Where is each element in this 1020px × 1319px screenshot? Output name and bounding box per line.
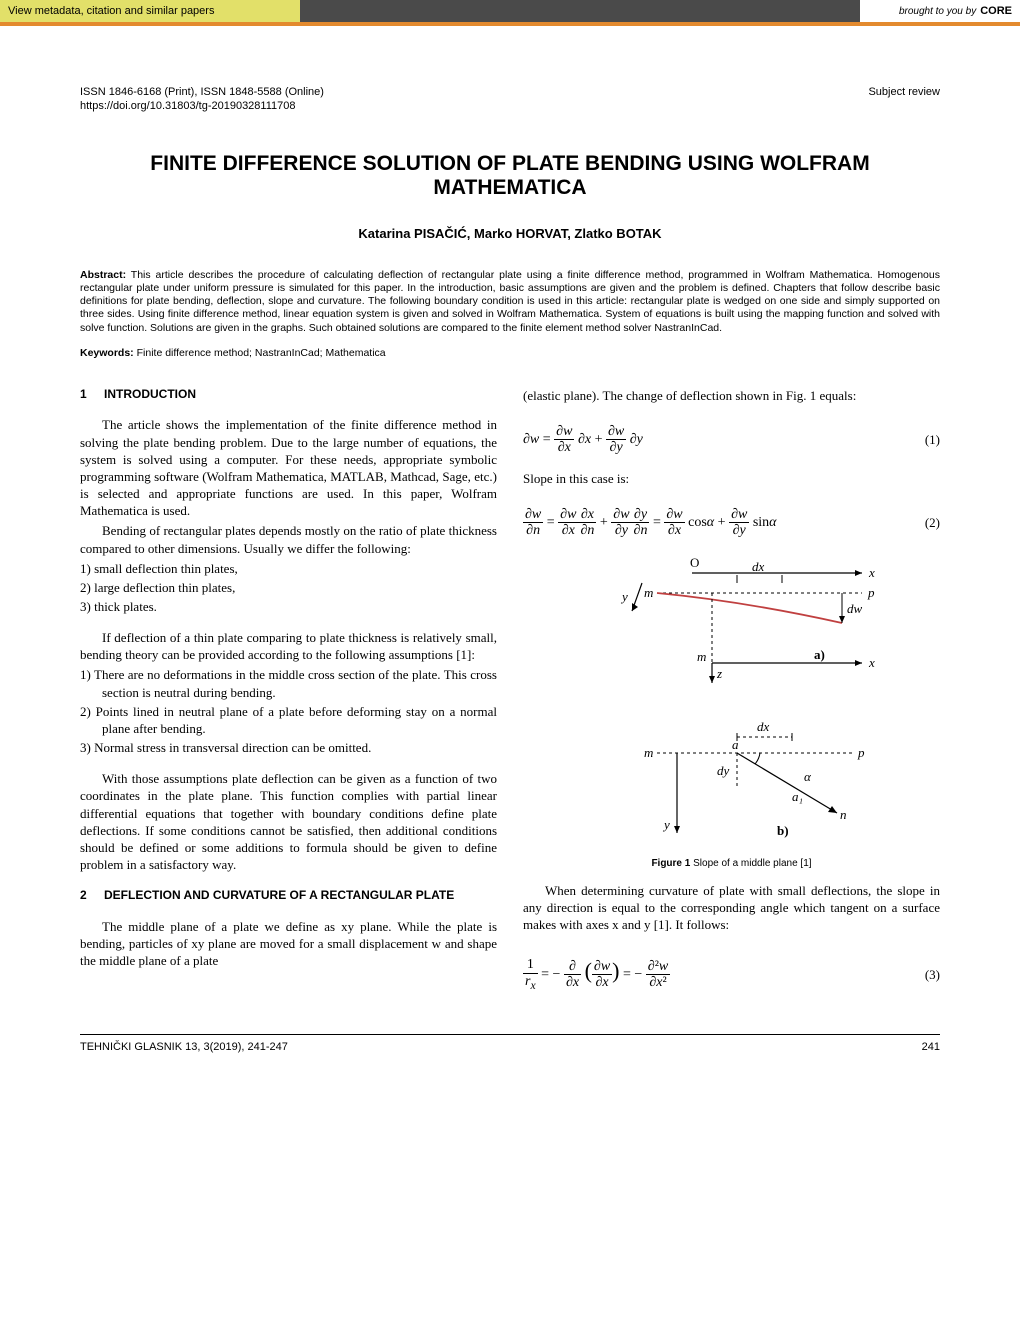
list-item: 1) small deflection thin plates, — [80, 560, 497, 577]
fig-label-a1: a₁ — [792, 789, 803, 804]
list-item: 2) large deflection thin plates, — [80, 579, 497, 596]
figure-1-caption: Figure 1 Slope of a middle plane [1] — [523, 857, 940, 870]
equation-3-body: 1rx = − ∂∂x (∂w∂x) = − ∂²w∂x² — [523, 956, 670, 992]
doi-link[interactable]: https://doi.org/10.31803/tg-201903281117… — [80, 100, 940, 112]
banner-spacer — [300, 0, 860, 22]
fig-label-m3: m — [644, 745, 653, 760]
fig-label-y: y — [620, 589, 628, 604]
paper-authors: Katarina PISAČIĆ, Marko HORVAT, Zlatko B… — [80, 226, 940, 241]
fig-label-z: z — [716, 666, 722, 681]
keywords-text: Finite difference method; NastranInCad; … — [134, 347, 386, 359]
left-column: 1INTRODUCTION The article shows the impl… — [80, 387, 497, 1007]
fig-label-p2: p — [857, 745, 865, 760]
equation-1-body: ∂w = ∂w∂x ∂x + ∂w∂y ∂y — [523, 424, 643, 456]
right-column: (elastic plane). The change of deflectio… — [523, 387, 940, 1007]
intro-p1: The article shows the implementation of … — [80, 416, 497, 519]
equation-2-number: (2) — [925, 514, 940, 531]
abstract-label: Abstract: — [80, 269, 126, 281]
fig-label-a-panel: a) — [814, 647, 825, 662]
banner-left-text: View metadata, citation and similar pape… — [8, 5, 214, 17]
list-item: 3) thick plates. — [80, 598, 497, 615]
right-p0: (elastic plane). The change of deflectio… — [523, 387, 940, 404]
banner-attribution: brought to you by CORE — [860, 0, 1020, 22]
list-item: 2) Points lined in neutral plane of a pl… — [80, 703, 497, 737]
equation-1: ∂w = ∂w∂x ∂x + ∂w∂y ∂y (1) — [523, 424, 940, 456]
equation-2: ∂w∂n = ∂w∂x∂x∂n + ∂w∂y∂y∂n = ∂w∂x cosα +… — [523, 507, 940, 539]
footer-page-number: 241 — [922, 1041, 940, 1053]
section-2-num: 2 — [80, 888, 104, 904]
section-1-num: 1 — [80, 387, 104, 403]
slope-intro: Slope in this case is: — [523, 470, 940, 487]
fig-label-dx: dx — [752, 559, 765, 574]
fig-label-n: n — [840, 807, 847, 822]
fig-label-dy: dy — [717, 763, 730, 778]
fig-label-dw: dw — [847, 601, 863, 616]
equation-1-number: (1) — [925, 431, 940, 448]
fig-label-y2: y — [662, 817, 670, 832]
fig-label-m2: m — [697, 649, 706, 664]
figure-1-caption-text: Slope of a middle plane [1] — [690, 858, 811, 869]
figure-1-caption-bold: Figure 1 — [651, 858, 690, 869]
fig-label-a: a — [732, 737, 739, 752]
figure-1-svg: x O m p dx — [582, 553, 882, 853]
list-item: 1) There are no deformations in the midd… — [80, 666, 497, 700]
intro-p3: If deflection of a thin plate comparing … — [80, 629, 497, 663]
intro-p4: With those assumptions plate deflection … — [80, 770, 497, 873]
curvature-intro: When determining curvature of plate with… — [523, 882, 940, 933]
equation-3-number: (3) — [925, 966, 940, 983]
banner-right-text: brought to you by — [899, 6, 976, 17]
abstract: Abstract: This article describes the pro… — [80, 269, 940, 335]
section-1-title: INTRODUCTION — [104, 387, 196, 401]
core-logo[interactable]: CORE — [980, 5, 1012, 17]
section-2-heading: 2DEFLECTION AND CURVATURE OF A RECTANGUL… — [80, 888, 497, 904]
fig-label-b-panel: b) — [777, 823, 789, 838]
fig-label-m: m — [644, 585, 653, 600]
fig-label-x2: x — [868, 655, 875, 670]
abstract-text: This article describes the procedure of … — [80, 269, 940, 334]
issn-text: ISSN 1846-6168 (Print), ISSN 1848-5588 (… — [80, 86, 324, 98]
section-2-p1: The middle plane of a plate we define as… — [80, 918, 497, 969]
list-item: 3) Normal stress in transversal directio… — [80, 739, 497, 756]
footer-journal: TEHNIČKI GLASNIK 13, 3(2019), 241-247 — [80, 1041, 288, 1053]
equation-2-body: ∂w∂n = ∂w∂x∂x∂n + ∂w∂y∂y∂n = ∂w∂x cosα +… — [523, 507, 777, 539]
fig-label-alpha: α — [804, 769, 812, 784]
section-2-title: DEFLECTION AND CURVATURE OF A RECTANGULA… — [104, 888, 454, 902]
page-footer: TEHNIČKI GLASNIK 13, 3(2019), 241-247 24… — [80, 1034, 940, 1053]
equation-3: 1rx = − ∂∂x (∂w∂x) = − ∂²w∂x² (3) — [523, 956, 940, 992]
two-column-layout: 1INTRODUCTION The article shows the impl… — [80, 387, 940, 1007]
top-banner: View metadata, citation and similar pape… — [0, 0, 1020, 22]
keywords-label: Keywords: — [80, 347, 134, 359]
paper-title: FINITE DIFFERENCE SOLUTION OF PLATE BEND… — [80, 152, 940, 200]
page-content: ISSN 1846-6168 (Print), ISSN 1848-5588 (… — [0, 26, 1020, 1083]
keywords: Keywords: Finite difference method; Nast… — [80, 347, 940, 359]
fig-label-O: O — [690, 555, 699, 570]
banner-metadata-link[interactable]: View metadata, citation and similar pape… — [0, 0, 300, 22]
intro-p2: Bending of rectangular plates depends mo… — [80, 522, 497, 556]
figure-1: x O m p dx — [523, 553, 940, 870]
fig-label-dx2: dx — [757, 719, 770, 734]
fig-label-p: p — [867, 585, 875, 600]
section-1-heading: 1INTRODUCTION — [80, 387, 497, 403]
meta-row: ISSN 1846-6168 (Print), ISSN 1848-5588 (… — [80, 86, 940, 98]
fig-label-x: x — [868, 565, 875, 580]
subject-text: Subject review — [868, 86, 940, 98]
